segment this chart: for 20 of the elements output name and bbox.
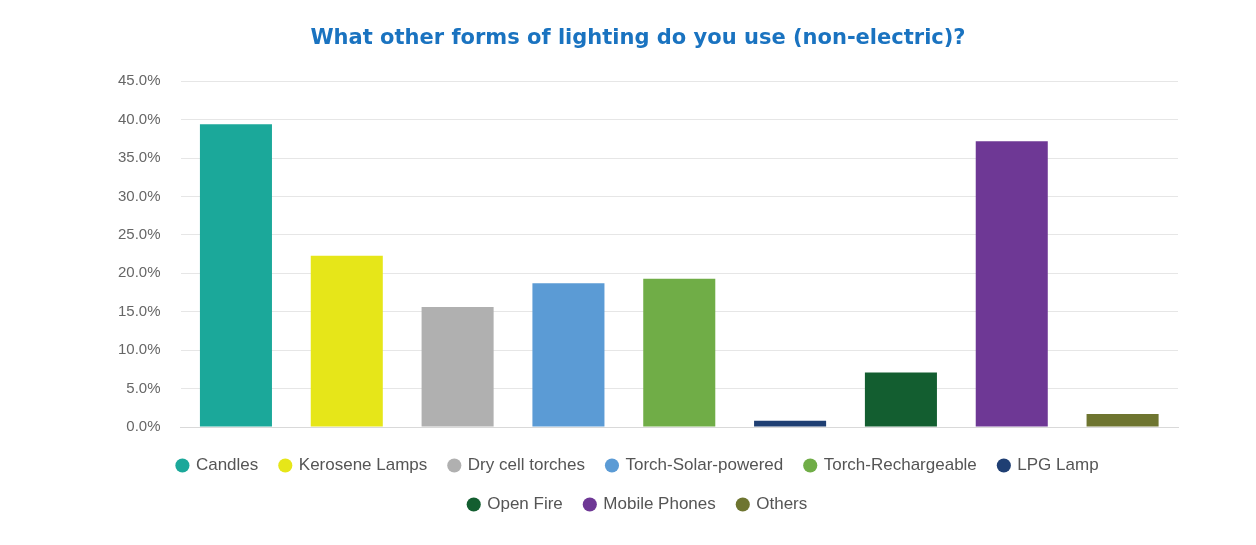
legend-label: Candles (195, 455, 259, 475)
chart-title: What other forms of lighting do you use (non-electric)? (310, 25, 966, 50)
y-tick-label: 0.0% (126, 417, 161, 435)
legend-label: Kerosene Lamps (298, 455, 428, 475)
legend-label: Open Fire (487, 494, 563, 514)
y-tick-label: 20.0% (117, 263, 161, 281)
legend-label: LPG Lamp (1017, 455, 1099, 475)
legend-label: Torch-Rechargeable (823, 455, 977, 475)
y-tick-label: 15.0% (117, 301, 161, 319)
y-tick-label: 35.0% (117, 148, 161, 166)
y-tick-label: 10.0% (117, 340, 161, 358)
y-tick-label: 5.0% (126, 378, 161, 396)
y-tick-label: 30.0% (117, 186, 161, 204)
legend-label: Others (756, 494, 808, 514)
y-tick-label: 40.0% (117, 109, 161, 127)
legend-label: Torch-Solar-powered (625, 455, 784, 475)
legend-label: Dry cell torches (467, 455, 585, 475)
legend-label: Mobile Phones (603, 494, 716, 514)
y-tick-label: 45.0% (117, 71, 161, 89)
y-tick-label: 25.0% (117, 225, 161, 243)
